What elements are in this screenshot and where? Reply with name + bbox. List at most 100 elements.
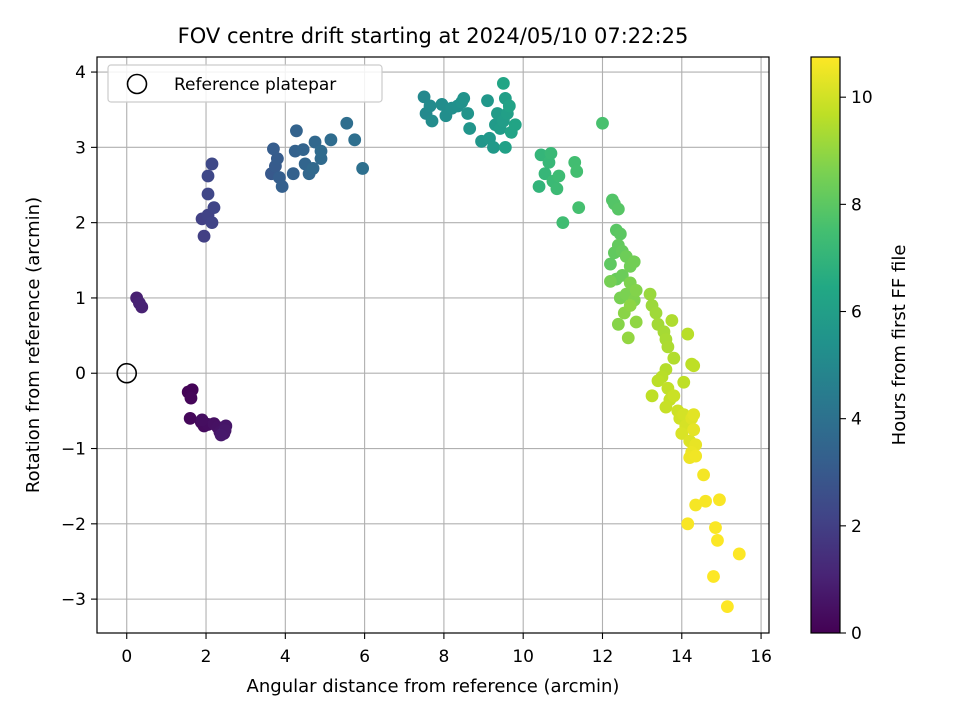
scatter-point [645, 389, 659, 403]
colorbar-gradient [810, 56, 841, 634]
scatter-point [596, 116, 609, 130]
scatter-point [687, 359, 701, 373]
scatter-point [183, 412, 197, 425]
scatter-point [711, 533, 724, 547]
y-tick-label: 4 [75, 63, 86, 83]
scatter-point [502, 99, 516, 113]
scatter-point [732, 547, 746, 561]
scatter-point [649, 306, 663, 320]
scatter-point [613, 227, 627, 241]
reference-platepar-marker [116, 362, 138, 384]
scatter-point [197, 229, 211, 243]
scatter-point [556, 216, 570, 230]
scatter-point [709, 521, 722, 534]
scatter-point [324, 133, 338, 147]
y-tick-label: 2 [75, 214, 86, 234]
scatter-point [623, 299, 637, 312]
colorbar-tick-label: 4 [851, 410, 862, 430]
scatter-point [463, 122, 477, 135]
scatter-point [611, 202, 625, 216]
scatter-point [348, 133, 362, 147]
scatter-point [713, 493, 726, 507]
scatter-point [205, 157, 219, 171]
scatter-point [296, 143, 310, 157]
scatter-point [621, 331, 635, 345]
x-axis-label: Angular distance from reference (arcmin) [247, 676, 620, 697]
scatter-point [675, 427, 689, 440]
legend-box [107, 64, 383, 103]
scatter-point [435, 98, 449, 111]
legend-label: Reference platepar [174, 75, 336, 95]
scatter-point [496, 76, 510, 90]
scatter-point [201, 187, 215, 201]
scatter-point [570, 165, 584, 178]
x-axis-ticks: 0 2 4 6 8 10 12 14 16 [121, 633, 772, 667]
scatter-point [207, 201, 221, 214]
y-tick-label: 3 [75, 138, 86, 158]
scatter-point [487, 140, 500, 154]
colorbar-tick-label: 6 [851, 303, 862, 323]
colorbar-label: Hours from first FF file [889, 245, 910, 446]
scatter-point [534, 148, 548, 162]
scatter-point [629, 284, 643, 297]
scatter-point [615, 268, 629, 282]
scatter-point [286, 167, 300, 181]
scatter-point [651, 374, 665, 388]
scatter-point [643, 287, 657, 301]
scatter-point [661, 340, 675, 354]
scatter-point [457, 92, 471, 105]
scatter-point [314, 144, 328, 158]
scatter-point [707, 570, 720, 583]
scatter-point [195, 413, 209, 427]
x-tick-label: 14 [671, 647, 693, 667]
plot-frame [96, 56, 770, 634]
y-tick-label: −1 [61, 440, 86, 460]
y-tick-label: −3 [61, 590, 86, 610]
x-tick-label: 2 [201, 647, 212, 667]
scatter-point [306, 162, 320, 175]
scatter-point [689, 498, 703, 512]
scatter-point [508, 118, 522, 132]
y-tick-label: −2 [61, 515, 86, 535]
scatter-point [687, 408, 701, 422]
colorbar-tick-label: 0 [851, 624, 862, 644]
scatter-point [689, 449, 703, 463]
scatter-point [498, 140, 512, 154]
legend-marker [126, 73, 148, 95]
scatter-point [550, 182, 564, 196]
y-tick-label: 1 [75, 289, 86, 309]
colorbar-tick-label: 8 [851, 195, 862, 215]
scatter-point [308, 135, 322, 149]
colorbar-tick-label: 10 [851, 88, 873, 108]
scatter-point [604, 257, 617, 271]
scatter-point [133, 296, 146, 310]
scatter-point [665, 314, 679, 327]
scatter-point [340, 116, 354, 130]
scatter-points [130, 76, 746, 614]
x-tick-label: 12 [592, 647, 614, 667]
scatter-point [659, 400, 673, 414]
scatter-point [356, 162, 370, 175]
y-axis-ticks: −3 −2 −1 0 1 2 3 4 [61, 63, 97, 610]
scatter-point [532, 180, 546, 193]
scatter-point [214, 428, 228, 442]
scatter-point [461, 107, 475, 120]
scatter-point [611, 317, 625, 331]
scatter-point [552, 169, 566, 183]
scatter-point [201, 169, 215, 183]
scatter-point [538, 167, 552, 181]
scatter-point [290, 124, 303, 138]
scatter-point [184, 391, 198, 405]
scatter-point [667, 351, 681, 365]
scatter-point [425, 114, 439, 128]
x-tick-label: 6 [359, 647, 370, 667]
scatter-point [677, 375, 691, 389]
scatter-point [720, 600, 734, 614]
scatter-point [417, 90, 431, 104]
x-tick-label: 16 [750, 647, 772, 667]
scatter-point [667, 389, 681, 403]
scatter-point [681, 517, 695, 531]
colorbar-ticks: 0 2 4 6 8 10 [840, 88, 873, 644]
scatter-point [275, 180, 289, 193]
